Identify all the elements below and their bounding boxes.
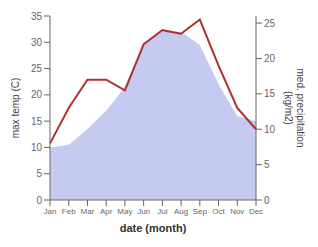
svg-text:Jun: Jun xyxy=(137,207,150,216)
svg-text:25: 25 xyxy=(31,63,43,74)
svg-text:May: May xyxy=(117,207,132,216)
svg-text:Apr: Apr xyxy=(100,207,113,216)
svg-text:10: 10 xyxy=(264,124,276,135)
svg-text:Mar: Mar xyxy=(81,207,95,216)
svg-text:15: 15 xyxy=(31,116,43,127)
svg-text:35: 35 xyxy=(31,11,43,22)
svg-text:Jul: Jul xyxy=(157,207,167,216)
svg-text:date (month): date (month) xyxy=(120,222,187,234)
svg-text:Jan: Jan xyxy=(44,207,57,216)
svg-text:0: 0 xyxy=(264,195,270,206)
svg-text:Dec: Dec xyxy=(249,207,263,216)
svg-text:Aug: Aug xyxy=(174,207,188,216)
svg-text:25: 25 xyxy=(264,18,276,29)
svg-text:Nov: Nov xyxy=(230,207,244,216)
svg-text:Feb: Feb xyxy=(62,207,76,216)
svg-text:Sep: Sep xyxy=(193,207,208,216)
svg-text:max temp (C): max temp (C) xyxy=(10,78,21,139)
svg-text:30: 30 xyxy=(31,37,43,48)
svg-text:20: 20 xyxy=(31,89,43,100)
svg-text:med. precipitation: med. precipitation xyxy=(295,69,306,148)
svg-text:10: 10 xyxy=(31,142,43,153)
svg-text:15: 15 xyxy=(264,88,276,99)
svg-text:Oct: Oct xyxy=(212,207,225,216)
svg-text:5: 5 xyxy=(36,168,42,179)
svg-text:0: 0 xyxy=(36,195,42,206)
svg-text:(kg/m2): (kg/m2) xyxy=(283,91,294,125)
svg-text:20: 20 xyxy=(264,53,276,64)
svg-text:5: 5 xyxy=(264,159,270,170)
